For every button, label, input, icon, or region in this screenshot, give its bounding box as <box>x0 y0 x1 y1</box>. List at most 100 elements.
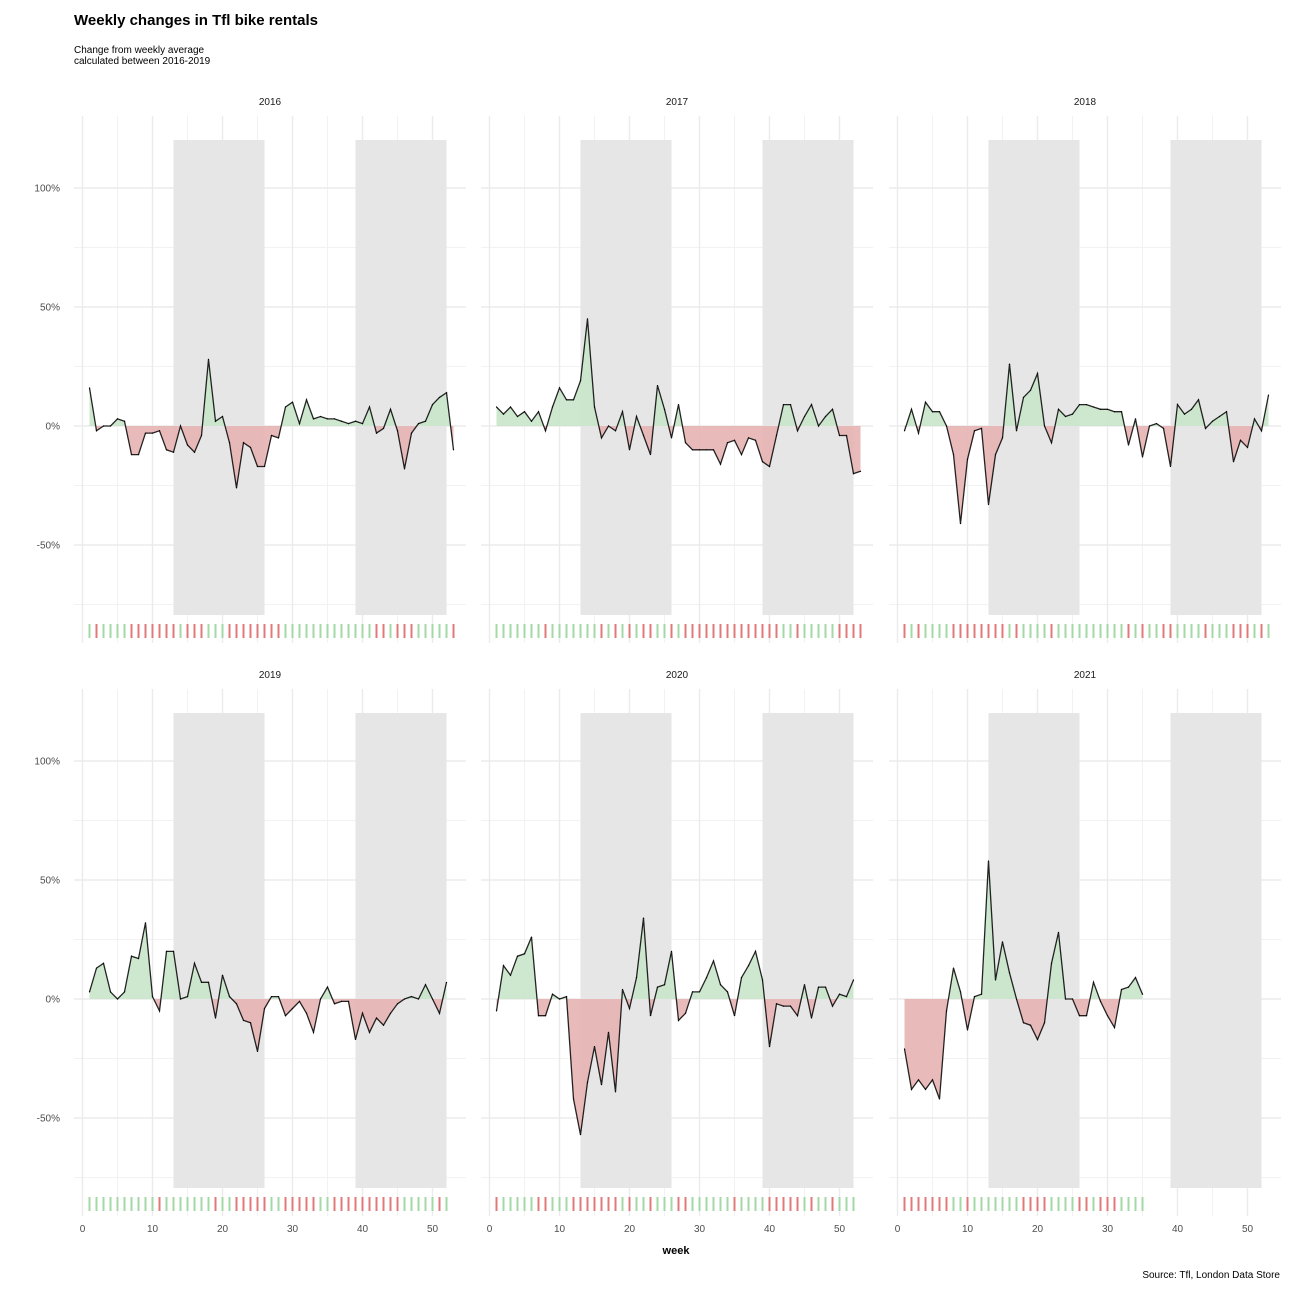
data-point-week-21 <box>1044 425 1045 426</box>
data-point-week-9 <box>960 523 961 524</box>
data-point-week-12 <box>981 428 982 429</box>
data-point-week-23 <box>243 1020 244 1021</box>
data-point-week-18 <box>615 430 616 431</box>
negative-area <box>146 426 153 433</box>
data-point-week-17 <box>1016 998 1017 999</box>
data-point-week-35 <box>1142 456 1143 457</box>
negative-area <box>735 426 742 455</box>
data-point-week-15 <box>1002 437 1003 438</box>
negative-area <box>1024 999 1031 1025</box>
data-point-week-53 <box>1268 394 1269 395</box>
data-point-week-46 <box>811 1017 812 1018</box>
panel-2018: 2018 <box>889 97 1281 643</box>
panel-2016: 2016-50%0%50%100% <box>34 97 466 643</box>
data-point-week-27 <box>1086 1015 1087 1016</box>
data-point-week-24 <box>657 385 658 386</box>
data-point-week-1 <box>496 1010 497 1011</box>
x-tick-label: 10 <box>554 1224 566 1235</box>
data-point-week-25 <box>257 466 258 467</box>
data-point-week-47 <box>818 987 819 988</box>
negative-area <box>1108 999 1115 1028</box>
y-tick-label: 50% <box>40 876 60 887</box>
negative-area <box>244 999 251 1023</box>
negative-area <box>784 999 791 1006</box>
data-point-week-26 <box>1079 404 1080 405</box>
data-point-week-11 <box>974 996 975 997</box>
data-point-week-24 <box>250 447 251 448</box>
data-point-week-13 <box>173 951 174 952</box>
data-point-week-39 <box>355 1039 356 1040</box>
data-point-week-32 <box>713 449 714 450</box>
data-point-week-9 <box>552 406 553 407</box>
data-point-week-13 <box>580 380 581 381</box>
data-point-week-14 <box>995 979 996 980</box>
data-point-week-5 <box>117 418 118 419</box>
data-point-week-6 <box>939 411 940 412</box>
data-point-week-46 <box>1219 416 1220 417</box>
data-point-week-20 <box>1037 1039 1038 1040</box>
data-point-week-14 <box>587 1082 588 1083</box>
data-point-week-52 <box>1261 430 1262 431</box>
data-point-week-24 <box>657 987 658 988</box>
data-point-week-45 <box>1212 421 1213 422</box>
data-point-week-21 <box>636 977 637 978</box>
data-point-week-51 <box>846 435 847 436</box>
data-point-week-3 <box>918 433 919 434</box>
data-point-week-49 <box>1240 440 1241 441</box>
panel-2017: 2017 <box>481 97 873 643</box>
data-point-week-18 <box>1023 397 1024 398</box>
negative-area <box>700 426 707 450</box>
data-point-week-35 <box>734 440 735 441</box>
data-point-week-44 <box>797 430 798 431</box>
data-point-week-47 <box>411 433 412 434</box>
data-point-week-20 <box>222 416 223 417</box>
data-point-week-40 <box>1177 404 1178 405</box>
x-tick-label: 30 <box>694 1224 706 1235</box>
data-point-week-17 <box>608 1032 609 1033</box>
data-point-week-21 <box>1044 1022 1045 1023</box>
data-point-week-37 <box>748 965 749 966</box>
data-point-week-28 <box>685 1013 686 1014</box>
data-point-week-36 <box>741 454 742 455</box>
data-point-week-9 <box>145 922 146 923</box>
data-point-week-4 <box>925 402 926 403</box>
data-point-week-30 <box>1107 1015 1108 1016</box>
y-tick-label: 50% <box>40 303 60 314</box>
data-point-week-45 <box>804 416 805 417</box>
positive-area <box>693 992 700 999</box>
panel-label-2017: 2017 <box>666 97 689 108</box>
data-point-week-10 <box>152 996 153 997</box>
data-point-week-19 <box>215 1017 216 1018</box>
data-point-week-5 <box>932 1079 933 1080</box>
data-point-week-49 <box>832 1006 833 1007</box>
data-point-week-4 <box>925 1089 926 1090</box>
data-point-week-31 <box>1114 411 1115 412</box>
data-point-week-6 <box>531 421 532 422</box>
data-point-week-23 <box>650 1015 651 1016</box>
x-tick-label: 50 <box>834 1224 846 1235</box>
data-point-week-11 <box>974 430 975 431</box>
data-point-week-1 <box>904 430 905 431</box>
positive-area <box>202 982 209 999</box>
data-point-week-34 <box>320 416 321 417</box>
data-point-week-11 <box>159 1010 160 1011</box>
data-point-week-5 <box>524 411 525 412</box>
data-point-week-23 <box>650 454 651 455</box>
data-point-week-49 <box>832 409 833 410</box>
data-point-week-7 <box>946 425 947 426</box>
negative-area <box>167 426 174 452</box>
x-tick-label: 0 <box>895 1224 901 1235</box>
data-point-week-42 <box>783 404 784 405</box>
negative-area <box>286 999 293 1016</box>
data-point-week-3 <box>103 425 104 426</box>
data-point-week-44 <box>390 409 391 410</box>
data-point-week-25 <box>257 1051 258 1052</box>
data-point-week-35 <box>327 987 328 988</box>
data-point-week-38 <box>348 1001 349 1002</box>
data-point-week-51 <box>439 397 440 398</box>
data-point-week-42 <box>376 433 377 434</box>
data-point-week-40 <box>769 1046 770 1047</box>
data-point-week-42 <box>1191 409 1192 410</box>
positive-area <box>574 381 581 426</box>
data-point-week-3 <box>103 963 104 964</box>
